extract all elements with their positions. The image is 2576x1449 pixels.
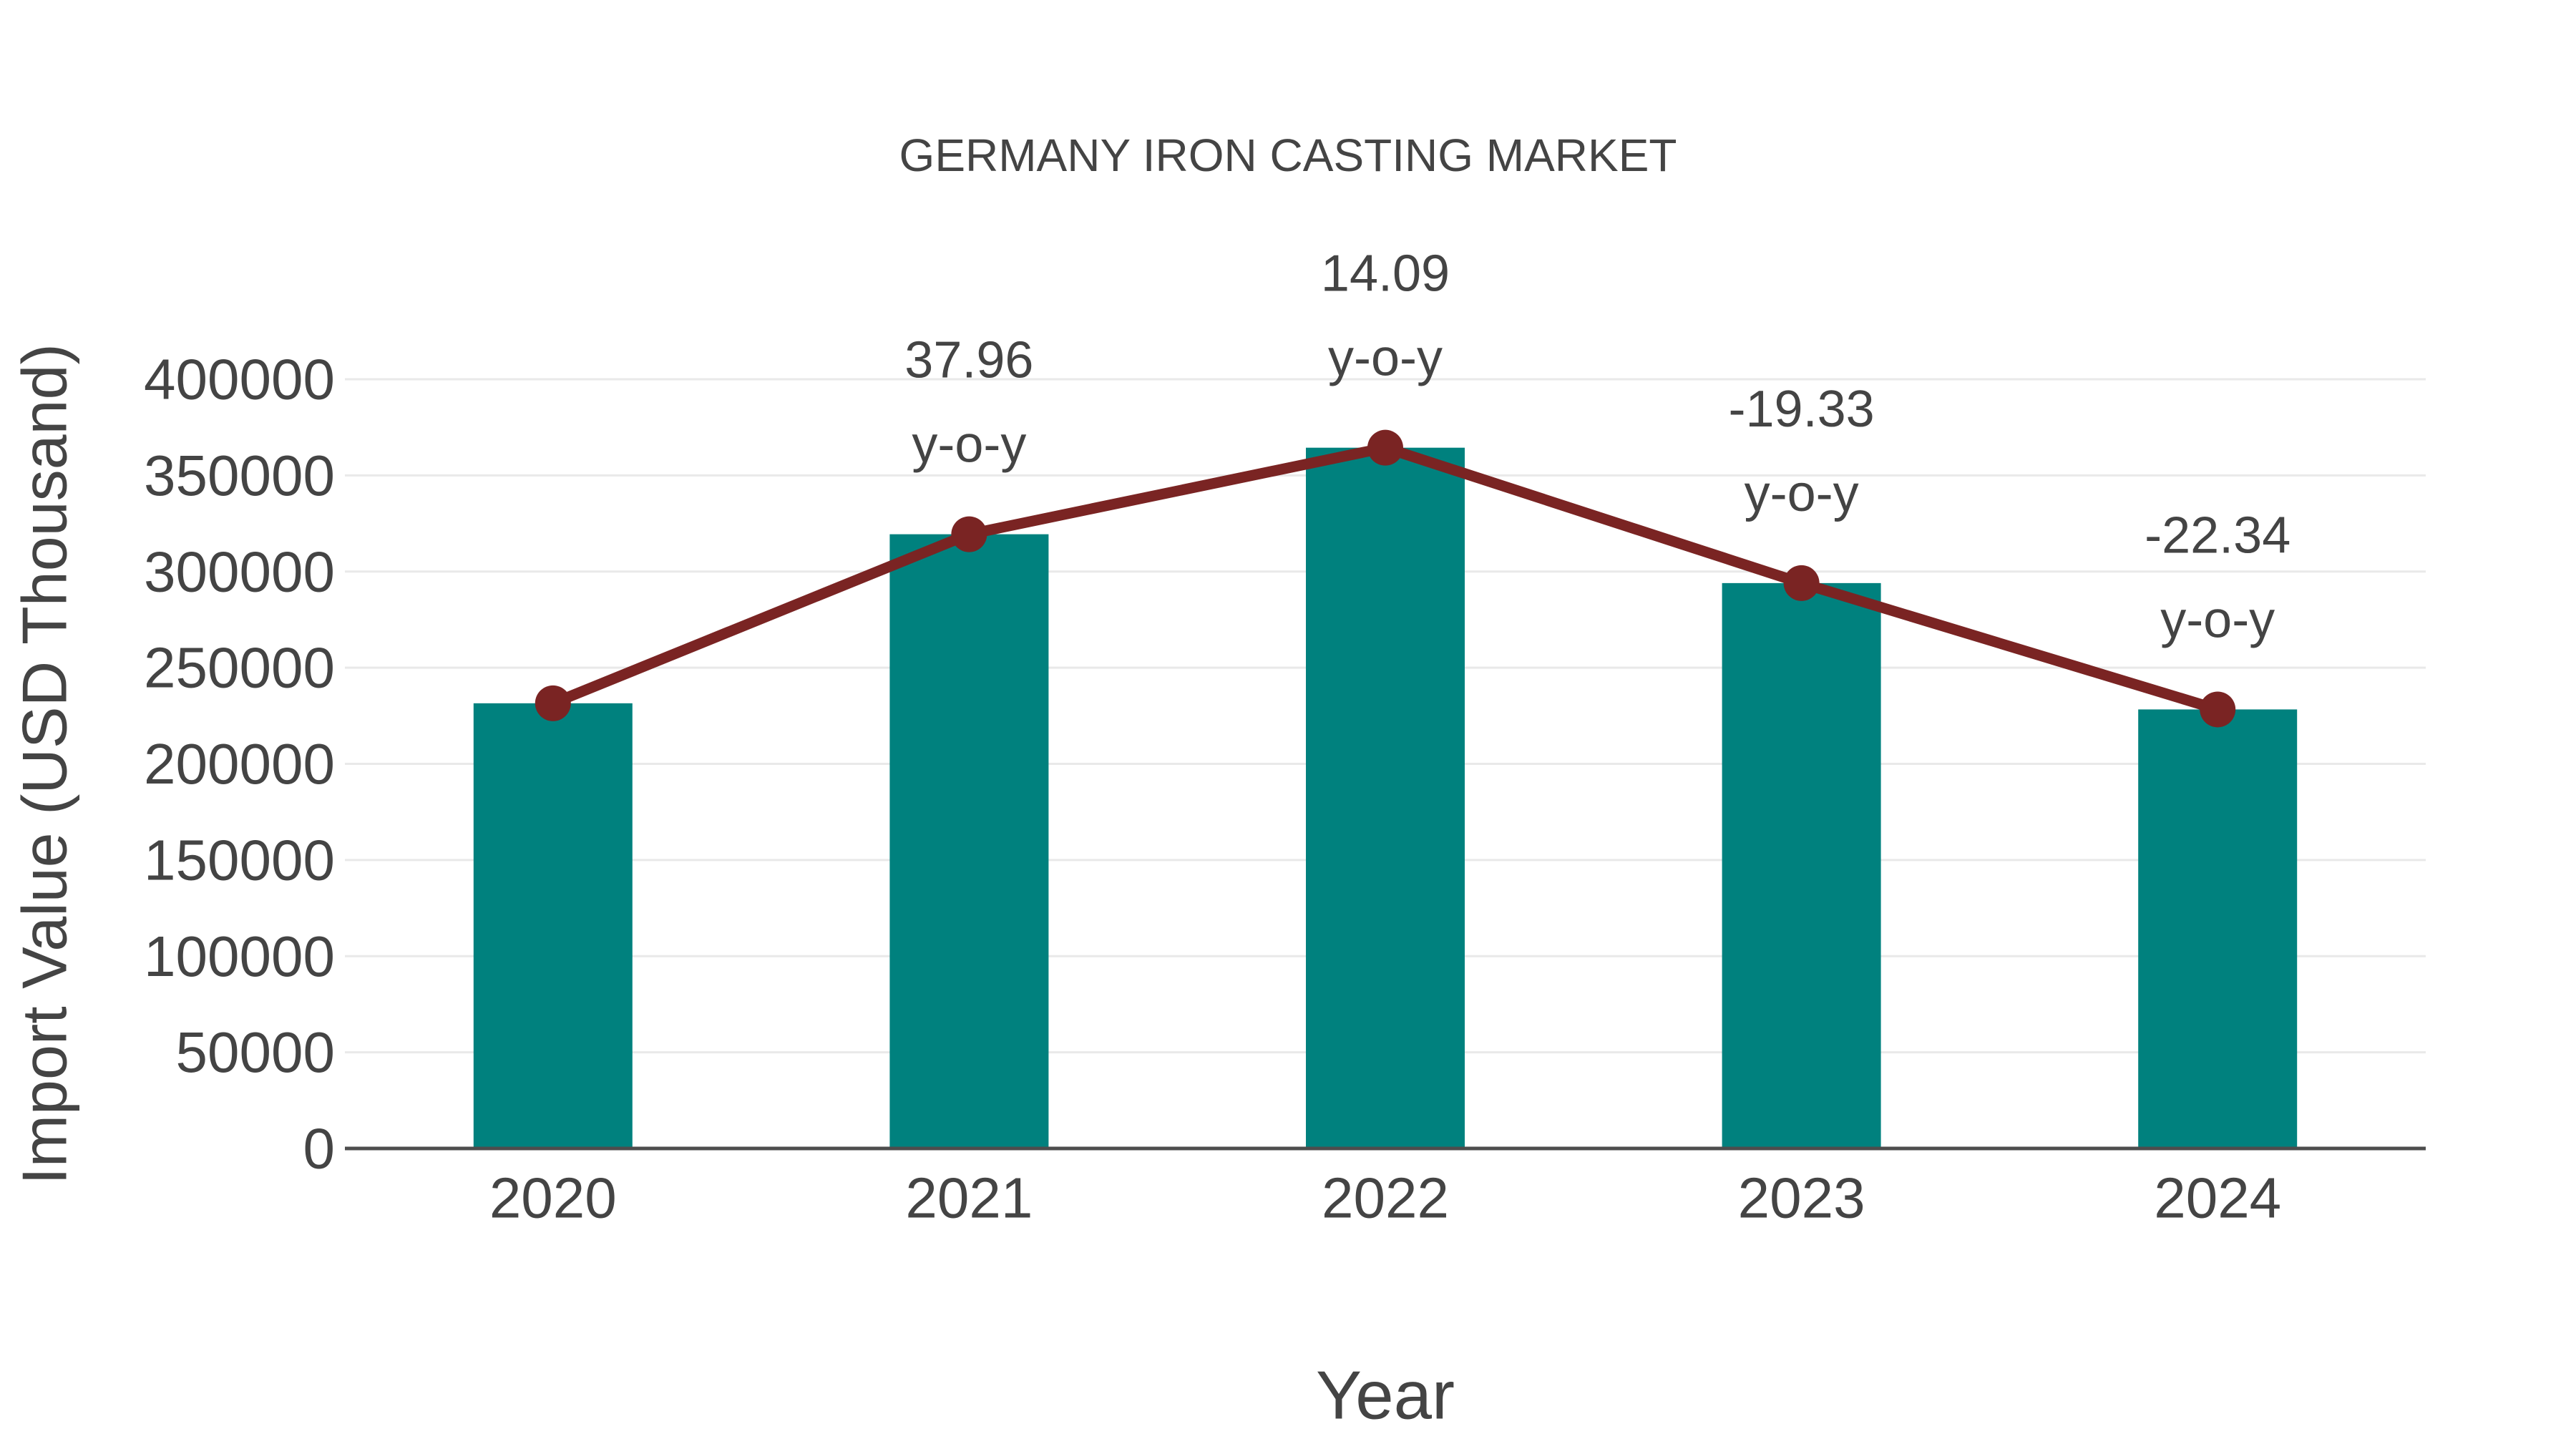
x-tick-label-2024: 2024 (2154, 1166, 2281, 1230)
bar-series (473, 447, 2298, 1148)
x-axis-tick-labels: 2020 2021 2022 2023 2024 (489, 1166, 2281, 1230)
trend-marker-2021 (951, 516, 987, 552)
annotation-yoy-2023: y-o-y (1745, 465, 1859, 522)
bar-2022 (1306, 447, 1465, 1148)
trend-marker-2024 (2200, 691, 2236, 728)
x-tick-label-2020: 2020 (489, 1166, 617, 1230)
bar-2024 (2138, 709, 2298, 1148)
x-axis-title: Year (1316, 1357, 1455, 1434)
annotation-yoy-2024: y-o-y (2160, 591, 2275, 648)
chart-title: GERMANY IRON CASTING MARKET (899, 130, 1677, 181)
y-tick-label-350000: 350000 (144, 444, 335, 507)
trend-marker-2023 (1783, 565, 1820, 601)
line-series (535, 429, 2236, 728)
bar-2020 (473, 703, 633, 1148)
annotation-value-2024: -22.34 (2145, 507, 2290, 564)
annotation-yoy-2021: y-o-y (912, 416, 1026, 474)
y-axis-title: Import Value (USD Thousand) (9, 343, 80, 1185)
y-tick-label-100000: 100000 (144, 924, 335, 988)
y-tick-label-0: 0 (303, 1117, 336, 1181)
y-tick-label-300000: 300000 (144, 540, 335, 603)
annotation-yoy-2022: y-o-y (1328, 330, 1443, 387)
trend-marker-2022 (1367, 429, 1403, 466)
annotation-value-2021: 37.96 (904, 332, 1033, 389)
y-tick-label-150000: 150000 (144, 828, 335, 892)
x-tick-label-2023: 2023 (1738, 1166, 1865, 1230)
y-tick-label-250000: 250000 (144, 636, 335, 700)
x-tick-label-2022: 2022 (1322, 1166, 1449, 1230)
y-tick-label-50000: 50000 (176, 1020, 335, 1084)
trend-marker-2020 (535, 685, 571, 721)
annotation-value-2023: -19.33 (1729, 381, 1875, 438)
x-tick-label-2021: 2021 (905, 1166, 1033, 1230)
y-tick-label-200000: 200000 (144, 732, 335, 796)
y-tick-label-400000: 400000 (144, 348, 335, 411)
yoy-annotations: 37.96 y-o-y 14.09 y-o-y -19.33 y-o-y -22.34 y-o… (904, 245, 2290, 649)
bar-2021 (889, 534, 1049, 1148)
bar-2023 (1722, 582, 1881, 1148)
y-axis-tick-labels: 0 50000 100000 150000 200000 250000 300000 3500… (144, 348, 335, 1181)
annotation-value-2022: 14.09 (1321, 245, 1450, 303)
